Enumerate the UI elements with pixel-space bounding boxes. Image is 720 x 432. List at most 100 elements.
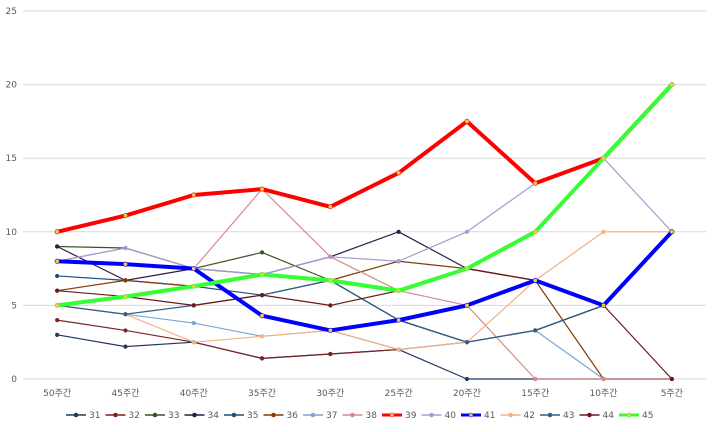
data-point	[396, 170, 402, 176]
data-point	[123, 312, 128, 317]
legend-marker	[547, 412, 553, 418]
legend-item: 39	[382, 411, 417, 421]
x-tick-label: 50주간	[43, 388, 71, 399]
x-tick-label: 10주간	[590, 388, 618, 399]
legend-marker	[429, 412, 434, 418]
x-tick-label: 25주간	[385, 388, 413, 399]
data-point	[669, 82, 675, 88]
data-point	[191, 192, 197, 198]
x-tick-label: 20주간	[453, 388, 481, 399]
data-point	[532, 277, 538, 283]
legend-marker	[192, 412, 197, 418]
series-lines	[54, 82, 675, 382]
legend-item: 31	[66, 411, 100, 421]
series-39	[54, 82, 675, 235]
legend-marker	[310, 412, 316, 418]
data-point	[464, 118, 470, 124]
data-point	[669, 376, 674, 382]
legend-item: 42	[500, 411, 535, 421]
legend-label: 32	[129, 411, 140, 421]
series-line	[55, 229, 674, 333]
legend-item: 32	[105, 411, 140, 421]
data-point	[191, 303, 196, 308]
legend-marker	[626, 412, 632, 418]
legend-label: 35	[247, 411, 258, 421]
data-point	[191, 283, 197, 289]
data-point	[123, 278, 128, 283]
y-tick-label: 20	[6, 81, 18, 91]
data-point	[259, 313, 265, 319]
legend-marker	[587, 412, 592, 418]
x-tick-label: 30주간	[316, 388, 344, 399]
legend-item: 34	[184, 411, 219, 421]
data-point	[601, 155, 607, 161]
data-point	[54, 229, 60, 235]
data-point	[55, 273, 60, 279]
legend-marker	[508, 412, 513, 418]
data-point	[396, 259, 401, 264]
legend-label: 40	[445, 411, 457, 421]
data-point	[54, 258, 60, 264]
data-point	[259, 186, 265, 192]
series-37	[55, 303, 674, 382]
legend-marker	[152, 412, 158, 418]
data-point	[122, 261, 128, 267]
legend-item: 33	[145, 411, 179, 421]
y-tick-label: 25	[6, 7, 17, 17]
data-point	[55, 332, 60, 337]
data-point	[259, 250, 265, 255]
y-tick-label: 0	[11, 375, 17, 385]
data-point	[464, 229, 470, 234]
legend-label: 42	[524, 411, 535, 421]
legend-marker	[389, 412, 395, 418]
x-tick-label: 35주간	[248, 388, 276, 399]
data-point	[123, 344, 128, 349]
legend-label: 33	[168, 411, 179, 421]
data-point	[601, 376, 606, 382]
data-point	[191, 320, 196, 326]
legend-marker	[73, 412, 79, 418]
data-point	[601, 229, 606, 234]
y-tick-label: 5	[11, 301, 17, 311]
data-point	[396, 229, 401, 234]
data-point	[669, 229, 675, 235]
x-axis-tick-labels: 50주간 45주간 40주간 35주간 30주간 25주간 20주간 15주간 10주간 5주간	[43, 388, 683, 399]
legend-marker	[468, 412, 474, 418]
data-point	[464, 340, 470, 345]
data-point	[464, 376, 470, 382]
data-point	[532, 180, 538, 186]
x-tick-label: 45주간	[111, 388, 139, 399]
data-point	[327, 204, 333, 210]
series-42	[55, 229, 674, 352]
data-point	[464, 302, 470, 308]
data-point	[328, 351, 333, 357]
legend-label: 36	[287, 411, 299, 421]
data-point	[533, 328, 538, 333]
data-point	[327, 277, 333, 283]
series-line	[56, 157, 673, 276]
legend-label: 41	[484, 411, 495, 421]
data-point	[464, 266, 470, 272]
data-point	[328, 303, 333, 308]
data-point	[55, 288, 60, 293]
legend-marker	[271, 412, 276, 418]
data-point	[259, 271, 265, 277]
data-point	[122, 294, 128, 300]
data-point	[191, 266, 197, 272]
data-point	[328, 254, 333, 259]
data-point	[259, 334, 265, 339]
legend-label: 39	[405, 411, 417, 421]
data-point	[55, 318, 60, 323]
data-point	[123, 245, 128, 251]
data-point	[396, 347, 401, 352]
data-point	[259, 356, 265, 361]
data-point	[533, 376, 538, 382]
series-line	[56, 334, 673, 380]
series-40	[55, 156, 674, 277]
legend-marker	[231, 412, 237, 418]
legend-label: 43	[563, 411, 574, 421]
legend-label: 44	[603, 411, 615, 421]
series-line	[56, 231, 673, 351]
data-point	[54, 302, 60, 308]
